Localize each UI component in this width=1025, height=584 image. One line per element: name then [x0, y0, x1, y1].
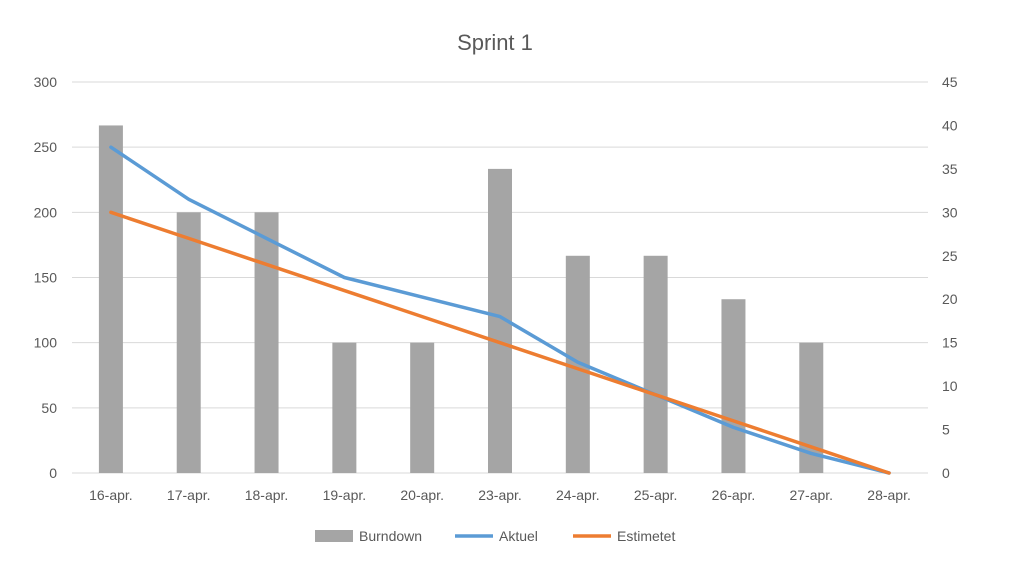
x-tick-label: 18-apr.	[245, 487, 289, 503]
x-tick-label: 25-apr.	[634, 487, 678, 503]
axes: 0 50 100 150 200 250 300 0 5 10 15 20 25 30 35 40 45 16-a…	[34, 74, 958, 503]
y-tick-label: 150	[34, 270, 58, 286]
bar	[332, 342, 357, 473]
x-tick-label: 28-apr.	[867, 487, 911, 503]
y2-tick-label: 10	[942, 378, 958, 394]
legend-label: Estimetet	[617, 528, 675, 544]
y2-tick-label: 30	[942, 204, 958, 220]
x-tick-label: 23-apr.	[478, 487, 522, 503]
legend-label: Burndown	[359, 528, 422, 544]
y-tick-label: 250	[34, 139, 58, 155]
series-line-aktuel	[109, 145, 891, 475]
y2-tick-label: 0	[942, 465, 950, 481]
bar	[643, 255, 668, 473]
bar	[410, 342, 435, 473]
y-tick-label: 100	[34, 335, 58, 351]
bar	[98, 125, 123, 473]
line-series	[109, 145, 891, 475]
series-line-estimetet	[109, 210, 891, 475]
y2-tick-label: 40	[942, 117, 958, 133]
x-tick-label: 17-apr.	[167, 487, 211, 503]
legend-label: Aktuel	[499, 528, 538, 544]
bar	[176, 212, 201, 474]
x-tick-label: 19-apr.	[323, 487, 367, 503]
y-tick-label: 50	[41, 400, 57, 416]
legend-swatch	[315, 530, 353, 542]
bar	[254, 212, 279, 474]
bar	[721, 299, 746, 473]
legend: Burndown Aktuel Estimetet	[315, 528, 675, 544]
y2-tick-label: 45	[942, 74, 958, 90]
x-tick-label: 16-apr.	[89, 487, 133, 503]
y-tick-label: 200	[34, 204, 58, 220]
chart-title: Sprint 1	[457, 30, 533, 55]
y2-tick-label: 20	[942, 291, 958, 307]
y-tick-label: 300	[34, 74, 58, 90]
x-tick-label: 27-apr.	[789, 487, 833, 503]
y2-tick-label: 25	[942, 248, 958, 264]
x-tick-label: 26-apr.	[712, 487, 756, 503]
y2-tick-label: 5	[942, 422, 950, 438]
y-tick-label: 0	[49, 465, 57, 481]
y2-tick-label: 15	[942, 335, 958, 351]
x-tick-label: 24-apr.	[556, 487, 600, 503]
x-tick-label: 20-apr.	[400, 487, 444, 503]
y2-tick-label: 35	[942, 161, 958, 177]
